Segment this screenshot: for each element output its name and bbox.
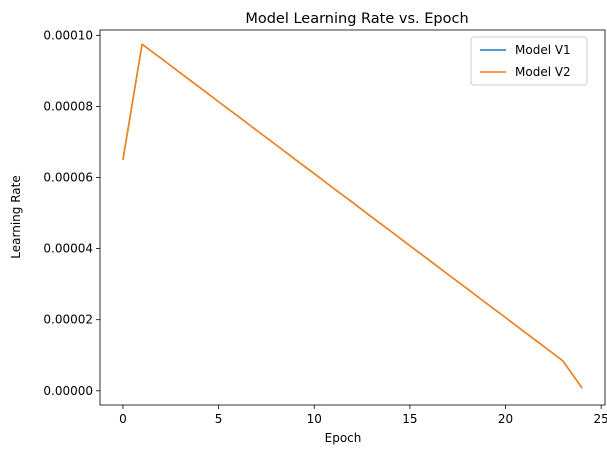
x-tick-label: 20 bbox=[498, 412, 513, 426]
legend: Model V1 Model V2 bbox=[470, 36, 588, 86]
y-tick-label: 0.00010 bbox=[43, 28, 93, 42]
y-tick-label: 0.00002 bbox=[43, 313, 93, 327]
x-tick-label: 25 bbox=[594, 412, 607, 426]
chart-title: Model Learning Rate vs. Epoch bbox=[245, 11, 468, 27]
x-axis-label: Epoch bbox=[325, 431, 362, 445]
y-axis-label: Learning Rate bbox=[9, 175, 23, 258]
y-tick-label: 0.00006 bbox=[43, 171, 93, 185]
y-tick-label: 0.00000 bbox=[43, 384, 93, 398]
y-axis-ticks: 0.00000 0.00002 0.00004 0.00006 0.00008 0.000… bbox=[43, 28, 100, 398]
series-line-model-v2 bbox=[122, 43, 583, 389]
x-tick-label: 5 bbox=[215, 412, 223, 426]
x-tick-label: 10 bbox=[307, 412, 322, 426]
legend-box bbox=[470, 36, 588, 86]
x-axis-ticks: 0 5 10 15 20 25 bbox=[119, 405, 607, 426]
x-tick-label: 15 bbox=[402, 412, 417, 426]
y-tick-label: 0.00008 bbox=[43, 99, 93, 113]
plot-frame bbox=[99, 29, 606, 406]
y-tick-label: 0.00004 bbox=[43, 242, 93, 256]
legend-label-model-v1: Model V1 bbox=[515, 43, 571, 57]
legend-label-model-v2: Model V2 bbox=[515, 65, 571, 79]
plot-area bbox=[100, 30, 605, 405]
x-tick-label: 0 bbox=[119, 412, 127, 426]
series-layer bbox=[122, 43, 583, 389]
